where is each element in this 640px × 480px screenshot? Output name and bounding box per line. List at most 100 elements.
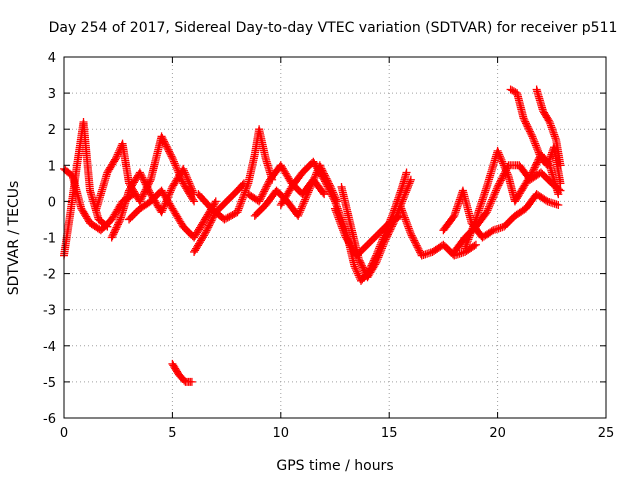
data-point xyxy=(190,197,199,206)
data-point-interp xyxy=(549,128,558,137)
data-point-interp xyxy=(145,186,154,195)
data-point-interp xyxy=(160,139,169,148)
data-point-interp xyxy=(335,215,344,224)
data-point-interp xyxy=(297,204,306,213)
data-point-interp xyxy=(298,201,307,210)
data-point-interp xyxy=(400,211,409,220)
data-point-interp xyxy=(325,185,334,194)
data-point-interp xyxy=(404,224,413,233)
data-point-interp xyxy=(463,238,472,247)
data-point-interp xyxy=(529,136,538,145)
data-point-interp xyxy=(142,181,151,190)
data-point-interp xyxy=(471,217,480,226)
data-point-interp xyxy=(545,155,554,164)
data-point-interp xyxy=(260,187,269,196)
data-point-interp xyxy=(483,206,492,215)
data-point-interp xyxy=(544,159,553,168)
data-point xyxy=(402,168,411,177)
data-point-interp xyxy=(240,188,249,197)
data-point-interp xyxy=(300,197,309,206)
data-point-interp xyxy=(180,168,189,177)
data-point-interp xyxy=(496,176,505,185)
data-point xyxy=(471,240,480,249)
data-point-interp xyxy=(333,211,342,220)
x-tick-label: 10 xyxy=(273,426,290,441)
data-point-interp xyxy=(398,208,407,217)
data-point-interp xyxy=(532,143,541,152)
data-point-interp xyxy=(256,194,265,203)
data-point-interp xyxy=(375,249,384,258)
data-point-interp xyxy=(470,219,479,228)
data-point xyxy=(331,197,339,206)
data-point-interp xyxy=(400,213,409,222)
data-point-interp xyxy=(205,221,214,230)
data-point-interp xyxy=(405,226,414,235)
data-point-interp xyxy=(172,163,181,172)
data-point-interp xyxy=(400,191,409,200)
data-point-interp xyxy=(326,189,335,198)
data-point-interp xyxy=(303,190,312,199)
data-point-interp xyxy=(158,134,167,143)
data-point-interp xyxy=(237,197,246,206)
data-point-interp xyxy=(466,229,475,238)
data-point-interp xyxy=(414,244,423,253)
data-point xyxy=(157,208,166,217)
data-point-interp xyxy=(238,195,247,204)
data-point-interp xyxy=(541,196,550,205)
data-point-interp xyxy=(402,219,411,228)
data-point xyxy=(331,204,339,213)
chart-title: Day 254 of 2017, Sidereal Day-to-day VTE… xyxy=(49,20,618,36)
data-point-interp xyxy=(295,208,304,217)
data-point-interp xyxy=(412,241,421,250)
data-point-interp xyxy=(375,251,384,260)
data-point-interp xyxy=(331,206,340,215)
data-point-interp xyxy=(322,180,331,189)
data-point-interp xyxy=(405,179,414,188)
data-point-interp xyxy=(188,186,197,195)
data-point-interp xyxy=(485,202,494,211)
data-point-interp xyxy=(159,135,168,144)
data-point xyxy=(233,208,242,217)
data-point-interp xyxy=(489,191,498,200)
data-point-interp xyxy=(398,206,407,215)
data-point-interp xyxy=(262,182,271,191)
data-point-interp xyxy=(335,217,344,226)
data-point xyxy=(545,117,554,126)
data-point-interp xyxy=(136,170,145,179)
data-point-interp xyxy=(115,217,124,226)
y-tick-label: 0 xyxy=(48,195,56,210)
data-point-interp xyxy=(491,188,500,197)
axis-ticks: 0 5 10 15 20 25 -6 -5 -4 -3 -2 -1 0 1 2 3 4 xyxy=(43,51,614,441)
data-point-interp xyxy=(371,260,380,269)
data-point-interp xyxy=(527,130,536,139)
data-point-interp xyxy=(410,236,419,245)
data-point-interp xyxy=(546,121,555,130)
data-point-interp xyxy=(242,184,251,193)
data-point-interp xyxy=(308,179,317,188)
data-point-interp xyxy=(169,155,178,164)
data-point xyxy=(135,197,144,206)
data-point-interp xyxy=(352,267,361,276)
data-point xyxy=(112,154,121,163)
series-arc-15 xyxy=(439,186,563,242)
data-point-interp xyxy=(332,201,341,210)
data-point-interp xyxy=(406,177,415,186)
data-point-interp xyxy=(492,184,501,193)
data-point-interp xyxy=(550,132,559,141)
data-point-interp xyxy=(544,116,553,125)
data-point-interp xyxy=(201,228,210,237)
data-point-interp xyxy=(301,193,310,202)
y-tick-label: -6 xyxy=(43,412,56,427)
data-point-interp xyxy=(139,190,148,199)
data-point-interp xyxy=(402,186,411,195)
data-point xyxy=(294,211,303,220)
data-point-interp xyxy=(403,220,412,229)
data-point-interp xyxy=(136,195,145,204)
data-point-interp xyxy=(490,190,499,199)
data-point-interp xyxy=(207,216,216,225)
x-tick-label: 20 xyxy=(489,426,506,441)
data-point-interp xyxy=(236,201,245,210)
data-point-interp xyxy=(501,164,510,173)
data-point-interp xyxy=(413,243,422,252)
data-point-interp xyxy=(112,152,121,161)
